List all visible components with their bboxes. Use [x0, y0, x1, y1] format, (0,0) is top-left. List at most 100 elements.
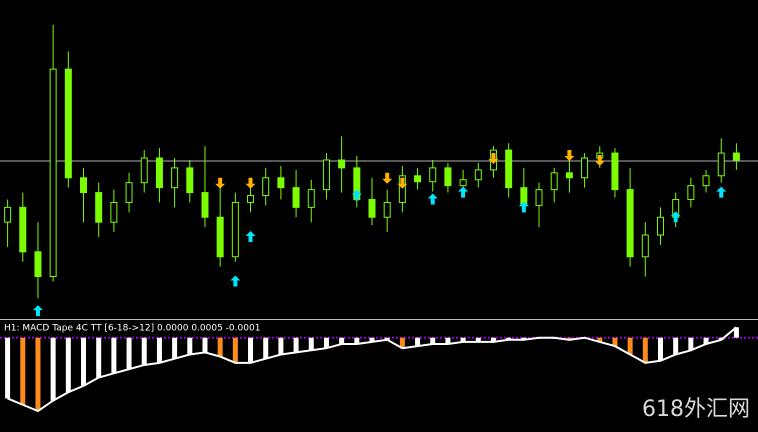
candle-body: [231, 201, 239, 258]
histogram-bar: [612, 337, 618, 347]
candle-body: [171, 167, 179, 189]
histogram-bar: [475, 337, 481, 342]
down-arrow: [245, 177, 256, 189]
histogram-bar: [126, 337, 132, 370]
histogram-bar: [566, 337, 572, 340]
histogram-bar: [232, 337, 238, 363]
candle-body: [19, 206, 27, 253]
candle-body: [444, 167, 452, 187]
histogram-bar: [399, 337, 405, 349]
candle-body: [505, 149, 513, 189]
down-arrow: [397, 177, 408, 189]
candle-body: [186, 167, 194, 194]
histogram-bar: [217, 337, 223, 357]
candle-body: [641, 234, 649, 258]
up-arrow: [351, 189, 362, 201]
candle-body: [565, 172, 573, 179]
histogram-bar: [521, 337, 527, 340]
candle-body: [125, 182, 133, 203]
histogram-bar: [688, 337, 694, 351]
histogram-bar: [202, 337, 208, 353]
histogram-bar: [642, 337, 648, 363]
up-arrow: [670, 211, 681, 223]
histogram-bar: [506, 337, 512, 340]
histogram-bar: [278, 337, 284, 355]
candle-body: [110, 201, 118, 223]
histogram-bar: [5, 337, 11, 399]
histogram-bar: [703, 337, 709, 344]
histogram-bar: [627, 337, 633, 355]
histogram-bar: [490, 337, 496, 342]
candle-body: [656, 216, 664, 236]
indicator-label: H1: MACD Tape 4C TT [6-18->12] 0.0000 0.…: [4, 324, 260, 334]
candle-body: [732, 152, 740, 161]
histogram-bar: [96, 337, 102, 378]
down-arrow: [564, 150, 575, 162]
histogram-bar: [415, 337, 421, 347]
histogram-bar: [657, 337, 663, 361]
up-arrow: [245, 231, 256, 243]
macd-line: [7, 326, 738, 413]
candle-body: [49, 68, 57, 278]
histogram-bar: [156, 337, 162, 363]
candle-body: [338, 159, 346, 169]
candle-body: [581, 157, 589, 179]
candle-body: [687, 185, 695, 200]
histogram-bar: [293, 337, 299, 353]
watermark: 618外汇网: [642, 397, 750, 422]
histogram-bar: [263, 337, 269, 359]
down-arrow: [382, 172, 393, 184]
candle-body: [398, 175, 406, 203]
candle-body: [368, 198, 376, 218]
down-arrow: [488, 153, 499, 165]
histogram-bar: [81, 337, 87, 386]
candle-body: [535, 189, 543, 206]
candle-body: [414, 175, 422, 183]
up-arrow: [230, 275, 241, 287]
candle-body: [140, 157, 148, 184]
down-arrow: [594, 154, 605, 166]
histogram-bar: [733, 327, 739, 338]
candle-body: [459, 179, 467, 187]
candle-body: [34, 251, 42, 278]
histogram-bar: [141, 337, 147, 365]
candle-body: [216, 216, 224, 258]
histogram-bar: [445, 337, 451, 344]
histogram-bar: [20, 337, 26, 405]
histogram-bar: [187, 337, 193, 355]
up-arrow: [716, 186, 727, 198]
candle-body: [262, 177, 270, 197]
histogram-bar: [248, 337, 254, 363]
histogram-bar: [354, 337, 360, 344]
down-arrow: [215, 177, 226, 189]
candle-body: [550, 172, 558, 191]
candle-body: [429, 167, 437, 183]
up-arrow: [458, 186, 469, 198]
candle-body: [201, 192, 209, 218]
candle-body: [626, 189, 634, 258]
candle-body: [277, 177, 285, 189]
histogram-bar: [65, 337, 71, 393]
candle-body: [322, 159, 330, 191]
candle-body: [292, 187, 300, 208]
histogram-bar: [172, 337, 178, 359]
histogram-bar: [35, 337, 41, 412]
histogram-bar: [597, 337, 603, 342]
histogram-bar: [50, 337, 56, 401]
candle-body: [717, 152, 725, 177]
candle-body: [702, 175, 710, 187]
candle-body: [80, 177, 88, 194]
histogram-bar: [673, 337, 679, 355]
candle-body: [474, 169, 482, 181]
histogram-bar: [460, 337, 466, 342]
histogram-bar: [384, 337, 390, 340]
histogram-bar: [339, 337, 345, 344]
candle-body: [247, 195, 255, 203]
up-arrow: [32, 305, 43, 317]
up-arrow: [427, 193, 438, 205]
candle-body: [4, 206, 12, 223]
candle-body: [611, 152, 619, 191]
histogram-bar: [430, 337, 436, 344]
